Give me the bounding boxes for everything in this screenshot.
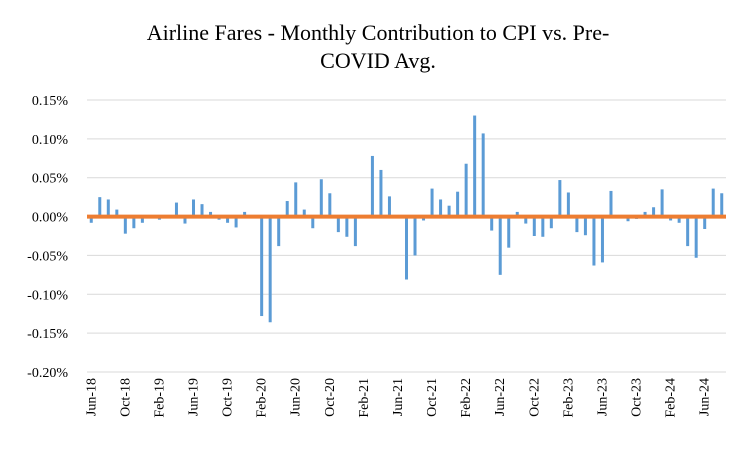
x-tick-label: Oct-23 — [630, 378, 645, 417]
bar — [234, 216, 238, 228]
chart-title-line1: Airline Fares - Monthly Contribution to … — [147, 20, 610, 45]
bar — [694, 216, 698, 258]
bar — [456, 191, 460, 217]
bar — [183, 216, 187, 224]
y-tick-label: -0.20% — [27, 366, 68, 381]
bar — [558, 180, 562, 217]
x-axis-tick-labels: Jun-18 Oct-18 Feb-19 Jun-19 Oct-19 Feb-20 Jun-… — [84, 378, 712, 418]
bar — [132, 216, 136, 229]
x-tick-label: Jun-22 — [493, 378, 508, 416]
chart-title-line2: COVID Avg. — [320, 48, 436, 73]
x-tick-label: Jun-18 — [84, 378, 99, 416]
bar — [703, 216, 707, 229]
bar — [600, 216, 604, 263]
bar — [643, 211, 647, 217]
bar — [413, 216, 417, 256]
bar — [652, 207, 656, 217]
bar — [294, 182, 298, 217]
bar — [115, 209, 119, 217]
bar — [490, 216, 494, 231]
bar — [140, 216, 144, 223]
x-tick-label: Jun-24 — [698, 378, 713, 416]
x-tick-label: Feb-24 — [664, 378, 679, 418]
bar — [277, 216, 281, 247]
bar — [686, 216, 690, 247]
x-tick-label: Feb-21 — [357, 378, 372, 418]
bar — [677, 216, 681, 223]
x-tick-label: Oct-18 — [118, 378, 133, 417]
bar — [387, 196, 391, 217]
bar — [711, 188, 715, 217]
y-tick-label: 0.00% — [32, 211, 69, 226]
bar — [507, 216, 511, 248]
bar — [319, 179, 323, 217]
bar — [328, 193, 332, 217]
bar — [481, 133, 485, 217]
bar — [532, 216, 536, 236]
x-tick-label: Jun-19 — [187, 378, 202, 416]
x-tick-label: Oct-20 — [323, 378, 338, 417]
bar — [106, 199, 110, 217]
x-tick-label: Feb-19 — [152, 378, 167, 418]
x-tick-label: Jun-20 — [289, 378, 304, 416]
bar — [209, 211, 213, 217]
x-tick-label: Feb-23 — [561, 378, 576, 418]
bar — [260, 216, 264, 317]
y-tick-label: 0.05% — [32, 172, 69, 187]
bar — [660, 189, 664, 217]
x-tick-label: Jun-23 — [595, 378, 610, 416]
bar — [515, 211, 519, 217]
bar — [123, 216, 127, 234]
bar — [541, 216, 545, 237]
bar — [98, 197, 102, 217]
bar — [285, 201, 289, 217]
bar — [243, 211, 247, 217]
y-tick-label: -0.15% — [27, 327, 68, 342]
bar — [447, 205, 451, 217]
bar — [353, 216, 357, 247]
y-tick-label: -0.10% — [27, 288, 68, 303]
bar — [370, 155, 374, 217]
bar — [575, 216, 579, 233]
bar — [405, 216, 408, 280]
x-tick-label: Oct-21 — [425, 378, 440, 417]
bar — [524, 216, 528, 224]
bars — [89, 115, 724, 323]
bar — [336, 216, 340, 233]
bar — [464, 163, 468, 217]
x-tick-label: Feb-22 — [459, 378, 474, 418]
bar — [192, 199, 195, 217]
bar — [345, 216, 349, 237]
bar — [566, 192, 570, 217]
bar — [439, 199, 443, 217]
bar — [720, 193, 724, 217]
bar — [174, 202, 178, 217]
bar — [226, 216, 230, 223]
bar — [626, 216, 630, 222]
bar — [302, 209, 306, 217]
x-tick-label: Jun-21 — [391, 378, 406, 416]
bar — [89, 216, 93, 223]
y-tick-label: -0.05% — [27, 249, 68, 264]
bar — [430, 188, 434, 217]
bar — [549, 216, 553, 229]
bar — [498, 216, 502, 275]
bar — [609, 190, 613, 217]
bar — [592, 216, 596, 266]
bar — [379, 169, 383, 217]
y-tick-label: 0.15% — [32, 94, 69, 109]
x-tick-label: Feb-20 — [255, 378, 270, 418]
bar — [473, 115, 477, 217]
bar — [200, 204, 204, 217]
bar — [268, 216, 272, 323]
bar — [583, 216, 587, 236]
y-axis-tick-labels: 0.15% 0.10% 0.05% 0.00% -0.05% -0.10% -0.15% -0… — [27, 94, 68, 381]
x-tick-label: Oct-19 — [221, 378, 236, 417]
y-tick-label: 0.10% — [32, 133, 69, 148]
bar — [311, 216, 315, 229]
x-tick-label: Oct-22 — [527, 378, 542, 417]
